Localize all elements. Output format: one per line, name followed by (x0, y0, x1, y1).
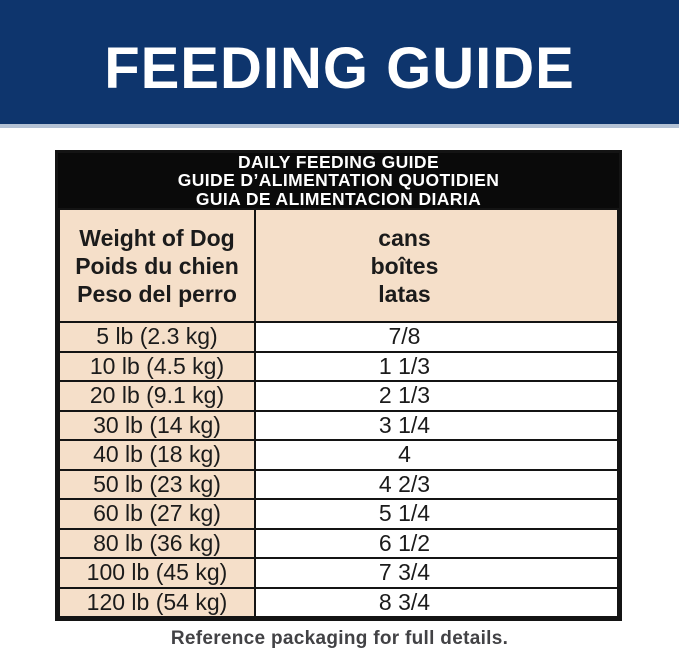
cans-cell: 6 1/2 (254, 527, 619, 559)
cans-column-header: cans boîtes latas (254, 208, 619, 323)
weight-cell: 10 lb (4.5 kg) (58, 350, 256, 382)
weight-cell: 30 lb (14 kg) (58, 409, 256, 441)
cans-header-french: boîtes (370, 252, 439, 279)
cans-cell: 1 1/3 (254, 350, 619, 382)
cans-cell: 4 2/3 (254, 468, 619, 500)
cans-cell: 7/8 (254, 321, 619, 353)
weight-cell: 50 lb (23 kg) (58, 468, 256, 500)
table-row: 5 lb (2.3 kg) 7/8 (58, 321, 619, 353)
header-row: Weight of Dog Poids du chien Peso del pe… (58, 208, 619, 323)
table-row: 20 lb (9.1 kg) 2 1/3 (58, 380, 619, 412)
table-title-line-spanish: GUIA DE ALIMENTACION DIARIA (195, 188, 482, 209)
weight-header-english: Weight of Dog (79, 224, 235, 251)
weight-column-header: Weight of Dog Poids du chien Peso del pe… (58, 208, 256, 323)
feeding-table-body: 5 lb (2.3 kg) 7/8 10 lb (4.5 kg) 1 1/3 20 lb… (58, 321, 619, 618)
cans-cell: 4 (254, 439, 619, 471)
weight-cell: 120 lb (54 kg) (58, 586, 256, 618)
weight-cell: 60 lb (27 kg) (58, 498, 256, 530)
cans-header-english: cans (378, 224, 431, 251)
cans-cell: 5 1/4 (254, 498, 619, 530)
cans-cell: 2 1/3 (254, 380, 619, 412)
weight-cell: 80 lb (36 kg) (58, 527, 256, 559)
weight-cell: 20 lb (9.1 kg) (58, 380, 256, 412)
weight-header-french: Poids du chien (75, 252, 239, 279)
table-title-line-english: DAILY FEEDING GUIDE (237, 152, 440, 173)
table-row: 50 lb (23 kg) 4 2/3 (58, 468, 619, 500)
feeding-table: Weight of Dog Poids du chien Peso del pe… (58, 208, 619, 618)
table-row: 120 lb (54 kg) 8 3/4 (58, 586, 619, 618)
cans-cell: 7 3/4 (254, 557, 619, 589)
daily-feeding-table: DAILY FEEDING GUIDE GUIDE D’ALIMENTATION… (55, 150, 622, 621)
weight-cell: 5 lb (2.3 kg) (58, 321, 256, 353)
banner-title: FEEDING GUIDE (104, 35, 575, 101)
table-row: 100 lb (45 kg) 7 3/4 (58, 557, 619, 589)
weight-cell: 40 lb (18 kg) (58, 439, 256, 471)
table-row: 30 lb (14 kg) 3 1/4 (58, 409, 619, 441)
feeding-guide-banner: FEEDING GUIDE (0, 0, 679, 124)
table-row: 60 lb (27 kg) 5 1/4 (58, 498, 619, 530)
table-row: 10 lb (4.5 kg) 1 1/3 (58, 350, 619, 382)
weight-header-spanish: Peso del perro (77, 280, 237, 307)
cans-cell: 8 3/4 (254, 586, 619, 618)
reference-note-text: Reference packaging for full details. (170, 628, 509, 649)
table-title: DAILY FEEDING GUIDE GUIDE D’ALIMENTATION… (58, 153, 619, 208)
weight-cell: 100 lb (45 kg) (58, 557, 256, 589)
footer-note: Reference packaging for full details. (0, 628, 679, 650)
cans-cell: 3 1/4 (254, 409, 619, 441)
table-row: 40 lb (18 kg) 4 (58, 439, 619, 471)
table-row: 80 lb (36 kg) 6 1/2 (58, 527, 619, 559)
cans-header-spanish: latas (378, 280, 431, 307)
banner-underline (0, 124, 679, 128)
table-title-line-french: GUIDE D’ALIMENTATION QUOTIDIEN (177, 170, 500, 191)
